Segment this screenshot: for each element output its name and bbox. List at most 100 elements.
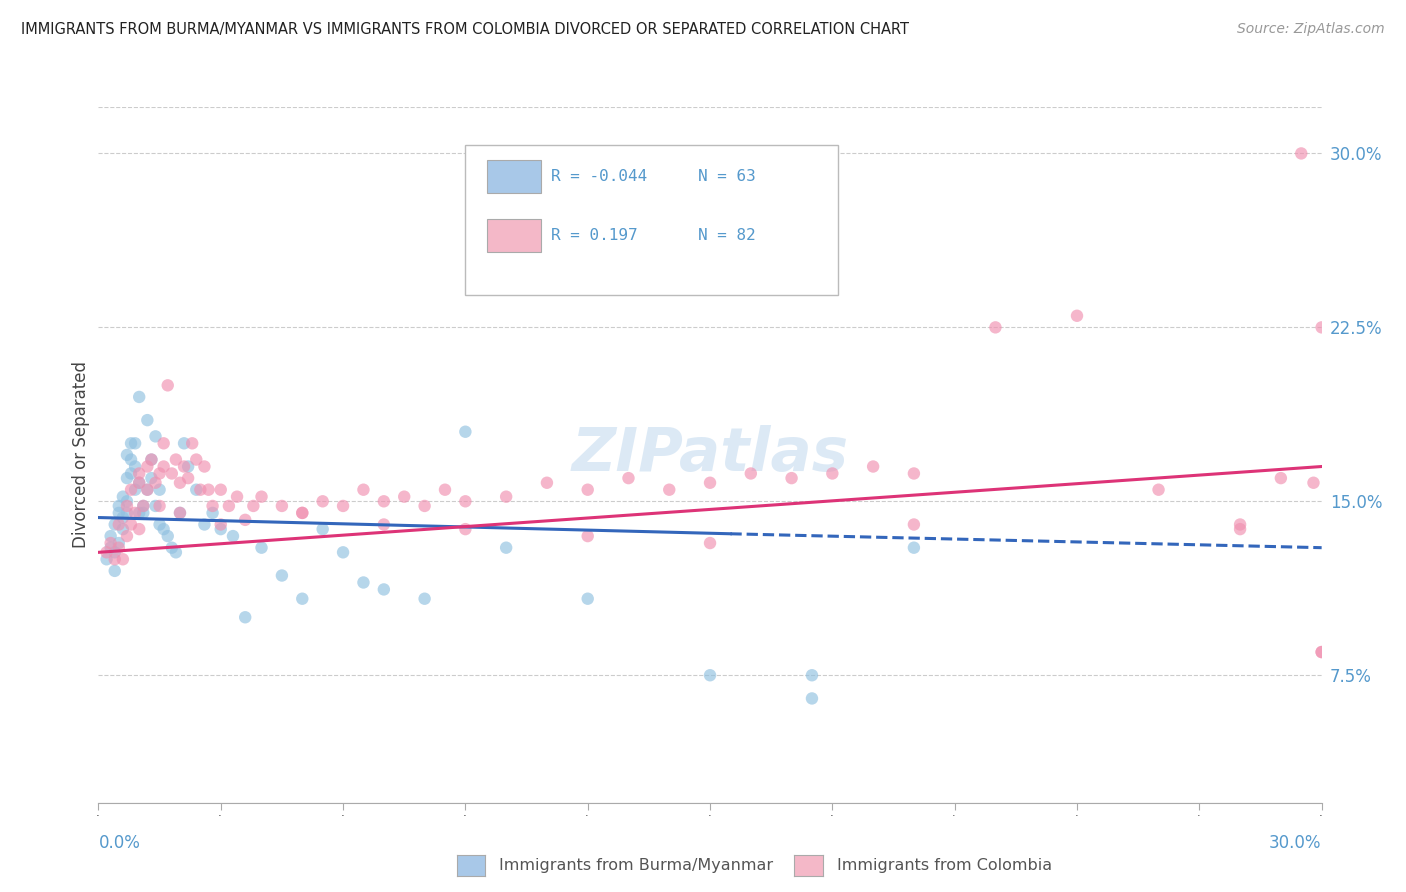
- Point: [233, 610, 256, 624]
- Point: [120, 436, 142, 450]
- Point: [104, 545, 127, 559]
- Point: [1310, 645, 1333, 659]
- Text: ZIPatlas: ZIPatlas: [571, 425, 849, 484]
- Point: [145, 475, 167, 490]
- Point: [1229, 517, 1251, 532]
- Point: [120, 517, 142, 532]
- Point: [617, 471, 640, 485]
- Point: [145, 429, 167, 443]
- Point: [270, 568, 294, 582]
- Point: [903, 541, 925, 555]
- Point: [136, 413, 159, 427]
- Point: [104, 552, 127, 566]
- Point: [242, 499, 264, 513]
- Point: [152, 436, 174, 450]
- Point: [658, 483, 681, 497]
- Text: R = 0.197: R = 0.197: [551, 228, 638, 244]
- Point: [149, 483, 172, 497]
- Point: [699, 475, 721, 490]
- Point: [177, 459, 200, 474]
- Point: [903, 467, 925, 481]
- Point: [270, 499, 294, 513]
- Point: [332, 545, 354, 559]
- Point: [169, 506, 191, 520]
- Point: [373, 582, 395, 597]
- Point: [373, 494, 395, 508]
- Point: [740, 467, 762, 481]
- Point: [250, 490, 273, 504]
- Point: [124, 459, 146, 474]
- Point: [152, 459, 174, 474]
- Point: [115, 494, 138, 508]
- Point: [186, 483, 208, 497]
- Point: [903, 517, 925, 532]
- Point: [141, 452, 163, 467]
- Point: [132, 506, 155, 520]
- Point: [136, 483, 159, 497]
- Text: 0.0%: 0.0%: [98, 834, 141, 852]
- Point: [115, 448, 138, 462]
- Point: [434, 483, 457, 497]
- Point: [165, 452, 187, 467]
- Point: [149, 499, 172, 513]
- Point: [373, 517, 395, 532]
- Point: [108, 536, 131, 550]
- Point: [201, 499, 224, 513]
- Point: [218, 499, 240, 513]
- Point: [699, 536, 721, 550]
- Point: [104, 517, 127, 532]
- Point: [413, 591, 436, 606]
- Point: [145, 499, 167, 513]
- Point: [226, 490, 249, 504]
- Point: [132, 499, 155, 513]
- Point: [136, 483, 159, 497]
- Point: [177, 471, 200, 485]
- Point: [132, 499, 155, 513]
- Point: [209, 517, 232, 532]
- Point: [801, 668, 824, 682]
- Text: R = -0.044: R = -0.044: [551, 169, 647, 184]
- Point: [780, 471, 803, 485]
- Text: Source: ZipAtlas.com: Source: ZipAtlas.com: [1237, 22, 1385, 37]
- Point: [152, 522, 174, 536]
- Point: [115, 506, 138, 520]
- Point: [312, 522, 335, 536]
- Point: [108, 499, 131, 513]
- Point: [108, 541, 131, 555]
- Point: [186, 452, 208, 467]
- Point: [181, 436, 204, 450]
- Point: [454, 522, 477, 536]
- Point: [576, 529, 599, 543]
- Point: [149, 467, 172, 481]
- Text: Immigrants from Colombia: Immigrants from Colombia: [837, 858, 1052, 872]
- Point: [120, 452, 142, 467]
- Point: [193, 517, 215, 532]
- Point: [128, 390, 150, 404]
- FancyBboxPatch shape: [465, 145, 838, 295]
- Point: [1270, 471, 1292, 485]
- Point: [188, 483, 212, 497]
- Point: [128, 475, 150, 490]
- Point: [576, 591, 599, 606]
- Point: [291, 506, 314, 520]
- Point: [160, 467, 183, 481]
- Point: [201, 506, 224, 520]
- Y-axis label: Divorced or Separated: Divorced or Separated: [72, 361, 90, 549]
- Point: [141, 471, 163, 485]
- Point: [141, 452, 163, 467]
- Point: [111, 522, 134, 536]
- Point: [222, 529, 245, 543]
- Point: [128, 506, 150, 520]
- Point: [495, 490, 517, 504]
- Point: [136, 459, 159, 474]
- Point: [312, 494, 335, 508]
- Point: [173, 459, 195, 474]
- Point: [111, 552, 134, 566]
- Point: [104, 564, 127, 578]
- Text: Immigrants from Burma/Myanmar: Immigrants from Burma/Myanmar: [499, 858, 773, 872]
- Point: [352, 483, 374, 497]
- Point: [1066, 309, 1088, 323]
- Point: [454, 425, 477, 439]
- Point: [454, 494, 477, 508]
- Point: [821, 467, 844, 481]
